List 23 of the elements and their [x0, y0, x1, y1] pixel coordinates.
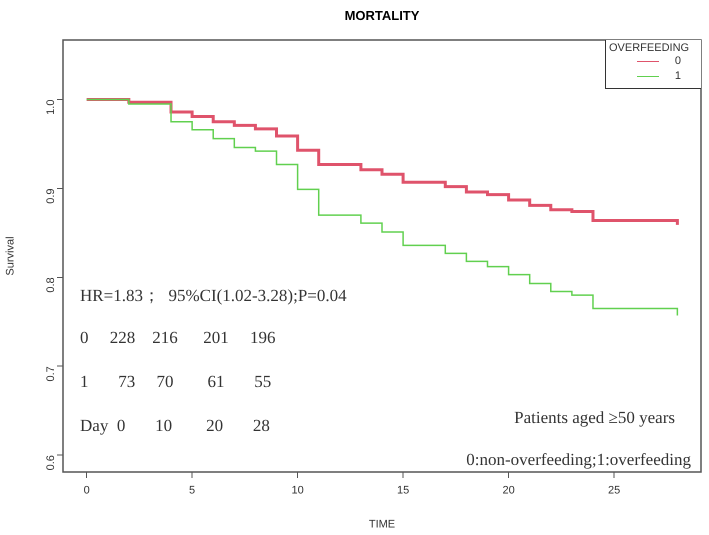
y-tick-label: 1.0 — [45, 100, 58, 115]
x-tick-label: 5 — [189, 484, 196, 497]
legend-label: 1 — [674, 69, 681, 84]
y-tick-label: 0.7 — [45, 366, 58, 382]
annotation: 0:non-overfeeding;1:overfeeding — [466, 450, 691, 470]
annotation: Day 0 10 20 28 — [80, 416, 270, 436]
annotation: HR=1.83； 95%CI(1.02-3.28);P=0.04 — [80, 285, 347, 307]
y-tick-label: 0.6 — [45, 455, 58, 470]
y-tick-label: 0.9 — [45, 188, 58, 204]
y-tick-label: 0.8 — [45, 277, 58, 293]
annotation: 1 73 70 61 55 — [80, 372, 272, 392]
x-tick-label: 25 — [608, 484, 620, 497]
annotation: 0 228 216 201 196 — [80, 328, 276, 348]
x-tick-label: 20 — [502, 484, 515, 497]
legend-title: OVERFEEDING — [609, 42, 690, 54]
x-tick-label: 0 — [84, 484, 90, 497]
y-axis-title: Survival — [4, 236, 17, 276]
annotation: Patients aged ≥50 years — [514, 408, 675, 428]
x-tick-label: 10 — [291, 484, 304, 497]
legend-label: 0 — [674, 54, 681, 69]
x-tick-label: 15 — [396, 484, 410, 497]
x-axis-title: TIME — [368, 518, 396, 530]
chart-title: MORTALITY — [344, 8, 420, 23]
